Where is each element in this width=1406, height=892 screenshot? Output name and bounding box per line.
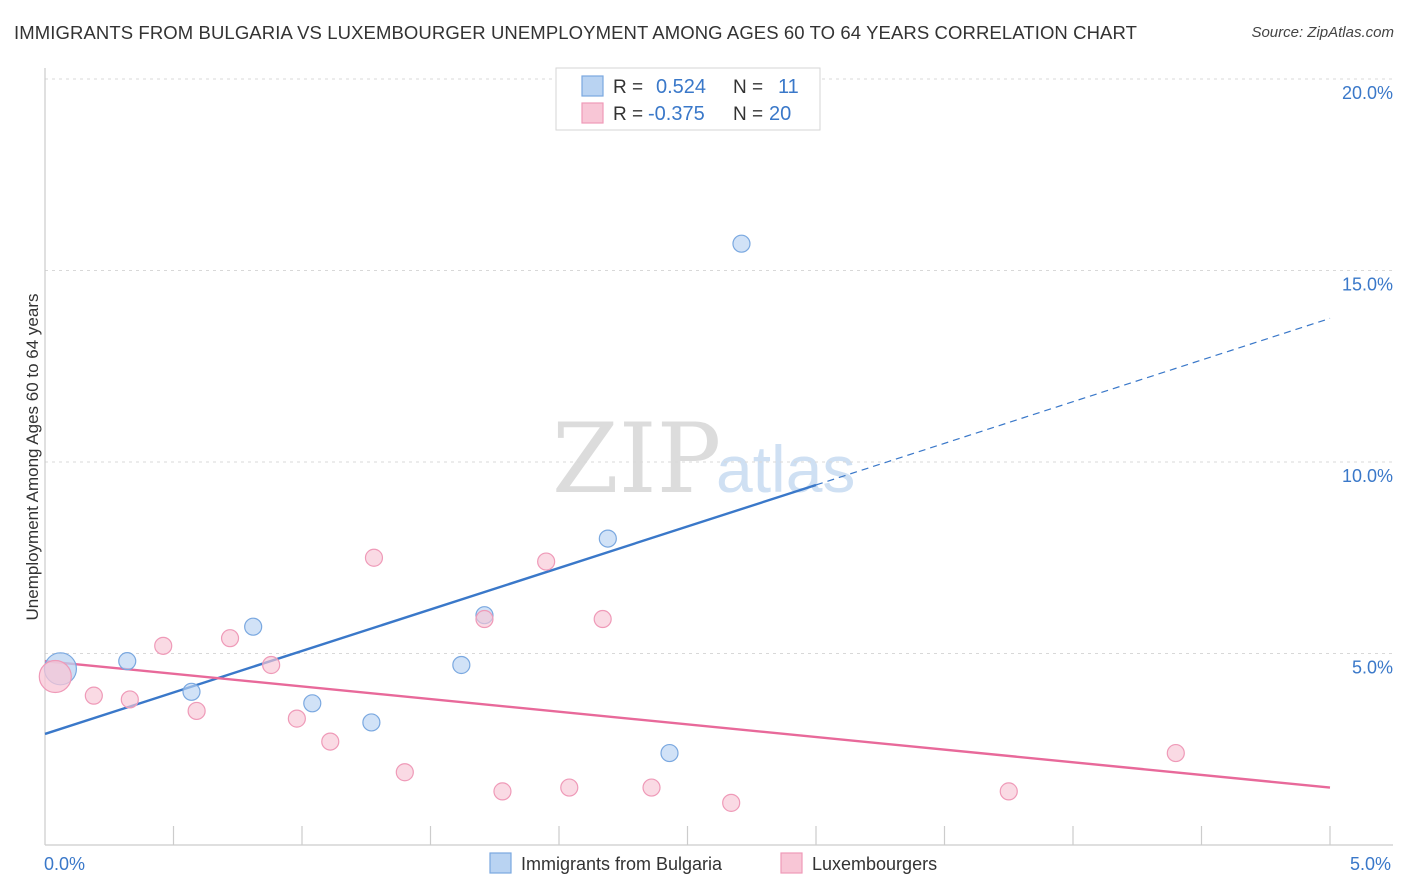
y-axis-title: Unemployment Among Ages 60 to 64 years — [23, 294, 42, 621]
bulgaria-trend-line — [44, 483, 817, 736]
luxembourgers-point — [321, 732, 340, 751]
x-ticks — [172, 826, 1331, 845]
gridlines — [45, 78, 1393, 654]
source-credit: Source: ZipAtlas.com — [1251, 24, 1394, 41]
y-tick-labels: 5.0% 10.0% 15.0% 20.0% — [1342, 83, 1393, 678]
chart-title: IMMIGRANTS FROM BULGARIA VS LUXEMBOURGER… — [14, 22, 1138, 43]
x-tick-label-max: 5.0% — [1350, 854, 1391, 874]
luxembourgers-point — [395, 763, 414, 782]
y-tick-label: 15.0% — [1342, 275, 1393, 295]
bulgaria-trend-extrapolation — [815, 317, 1331, 486]
stats-legend: R = 0.524 N = 11 R = -0.375 N = 20 — [555, 67, 821, 131]
legend-n-label-2: N = — [733, 104, 763, 125]
luxembourgers-point — [593, 609, 612, 629]
y-tick-label: 20.0% — [1342, 83, 1393, 103]
series-legend: Immigrants from Bulgaria Luxembourgers — [489, 852, 937, 874]
legend-r-label-2: R = — [613, 104, 643, 125]
series-legend-label-bulgaria: Immigrants from Bulgaria — [521, 854, 723, 874]
trend-lines — [44, 317, 1331, 789]
luxembourgers-point — [287, 709, 306, 728]
luxembourgers-point — [262, 655, 281, 675]
series-legend-swatch-luxembourgers — [780, 852, 803, 874]
x-tick-label-min: 0.0% — [44, 854, 85, 874]
luxembourgers-point — [722, 793, 741, 812]
legend-r-label-1: R = — [613, 77, 643, 98]
legend-r-value-1: 0.524 — [656, 76, 706, 98]
series-legend-swatch-bulgaria — [489, 852, 512, 874]
bulgaria-point — [118, 652, 137, 671]
luxembourgers-point — [84, 686, 103, 705]
luxembourgers-point — [560, 778, 579, 797]
luxembourgers-point — [364, 548, 384, 567]
luxembourgers-point — [220, 629, 240, 648]
luxembourgers-point — [537, 552, 556, 571]
luxembourgers-point — [493, 782, 512, 801]
luxembourgers-point — [999, 782, 1018, 801]
bulgaria-point — [660, 743, 679, 763]
luxembourgers-point — [38, 659, 72, 694]
luxembourgers-point — [120, 690, 139, 709]
luxembourgers-point — [187, 701, 206, 721]
bulgaria-point — [362, 713, 381, 732]
data-points — [38, 234, 1185, 812]
x-tick-labels: 0.0% 5.0% — [44, 854, 1391, 874]
axes — [44, 68, 1393, 846]
bulgaria-point — [732, 234, 751, 253]
luxembourgers-point — [475, 609, 494, 629]
series-legend-label-luxembourgers: Luxembourgers — [812, 854, 937, 874]
luxembourgers-point — [154, 636, 173, 655]
luxembourgers-point — [642, 778, 661, 797]
bulgaria-point — [303, 694, 322, 713]
bulgaria-point — [244, 617, 263, 636]
legend-swatch-pink — [581, 102, 604, 124]
bulgaria-point — [598, 529, 617, 548]
legend-n-label-1: N = — [733, 77, 763, 98]
legend-n-value-1: 11 — [778, 76, 799, 98]
legend-n-value-2: 20 — [769, 103, 791, 125]
bulgaria-point — [452, 655, 471, 675]
bulgaria-point — [182, 682, 201, 701]
legend-r-value-2: -0.375 — [648, 103, 705, 125]
luxembourgers-trend-line — [44, 659, 1331, 789]
legend-swatch-blue — [581, 75, 604, 97]
y-tick-label: 5.0% — [1352, 658, 1393, 678]
watermark-zip: ZIP — [552, 403, 721, 515]
luxembourgers-point — [1166, 743, 1185, 763]
y-tick-label: 10.0% — [1342, 466, 1393, 486]
